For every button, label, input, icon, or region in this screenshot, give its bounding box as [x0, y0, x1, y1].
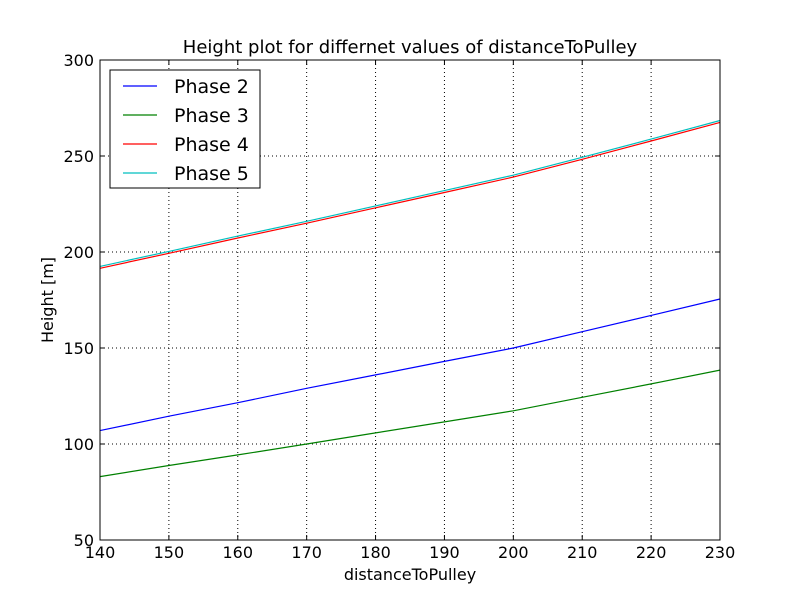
x-axis-label: distanceToPulley — [344, 565, 476, 584]
chart-title: Height plot for differnet values of dist… — [183, 37, 638, 58]
y-tick-label: 200 — [63, 243, 94, 262]
legend-label-phase-4: Phase 4 — [174, 134, 249, 156]
y-tick-label: 100 — [63, 435, 94, 454]
legend-entries: Phase 2 Phase 3 Phase 4 Phase 5 — [123, 76, 249, 185]
grid-lines — [100, 60, 720, 540]
legend-label-phase-5: Phase 5 — [174, 163, 249, 185]
series-lines — [99, 119, 721, 478]
y-tick-label: 300 — [63, 51, 94, 70]
x-tick-label: 190 — [429, 543, 460, 562]
y-tick-label: 50 — [74, 531, 94, 550]
x-tick-label: 220 — [636, 543, 667, 562]
x-tick-label: 140 — [85, 543, 116, 562]
y-tick-labels: 50 100 150 200 250 300 — [63, 51, 94, 550]
series-line-phase-5 — [99, 119, 721, 267]
x-tick-label: 150 — [154, 543, 185, 562]
x-tick-label: 160 — [223, 543, 254, 562]
y-tick-label: 250 — [63, 147, 94, 166]
x-tick-label: 210 — [567, 543, 598, 562]
x-tick-labels: 140 150 160 170 180 190 200 210 220 230 — [85, 543, 736, 562]
legend: Phase 2 Phase 3 Phase 4 Phase 5 — [109, 69, 261, 189]
x-tick-label: 200 — [498, 543, 529, 562]
x-tick-label: 180 — [360, 543, 391, 562]
x-tick-label: 170 — [291, 543, 322, 562]
y-axis-label: Height [m] — [38, 257, 57, 343]
series-line-phase-2 — [99, 298, 721, 432]
x-tick-label: 230 — [705, 543, 736, 562]
series-line-phase-4 — [99, 121, 721, 269]
legend-box — [109, 69, 261, 189]
series-line-phase-3 — [99, 369, 721, 478]
axis-ticks — [99, 59, 721, 541]
plot-frame — [99, 59, 721, 541]
legend-label-phase-2: Phase 2 — [174, 76, 249, 98]
y-tick-label: 150 — [63, 339, 94, 358]
legend-label-phase-3: Phase 3 — [174, 105, 249, 127]
